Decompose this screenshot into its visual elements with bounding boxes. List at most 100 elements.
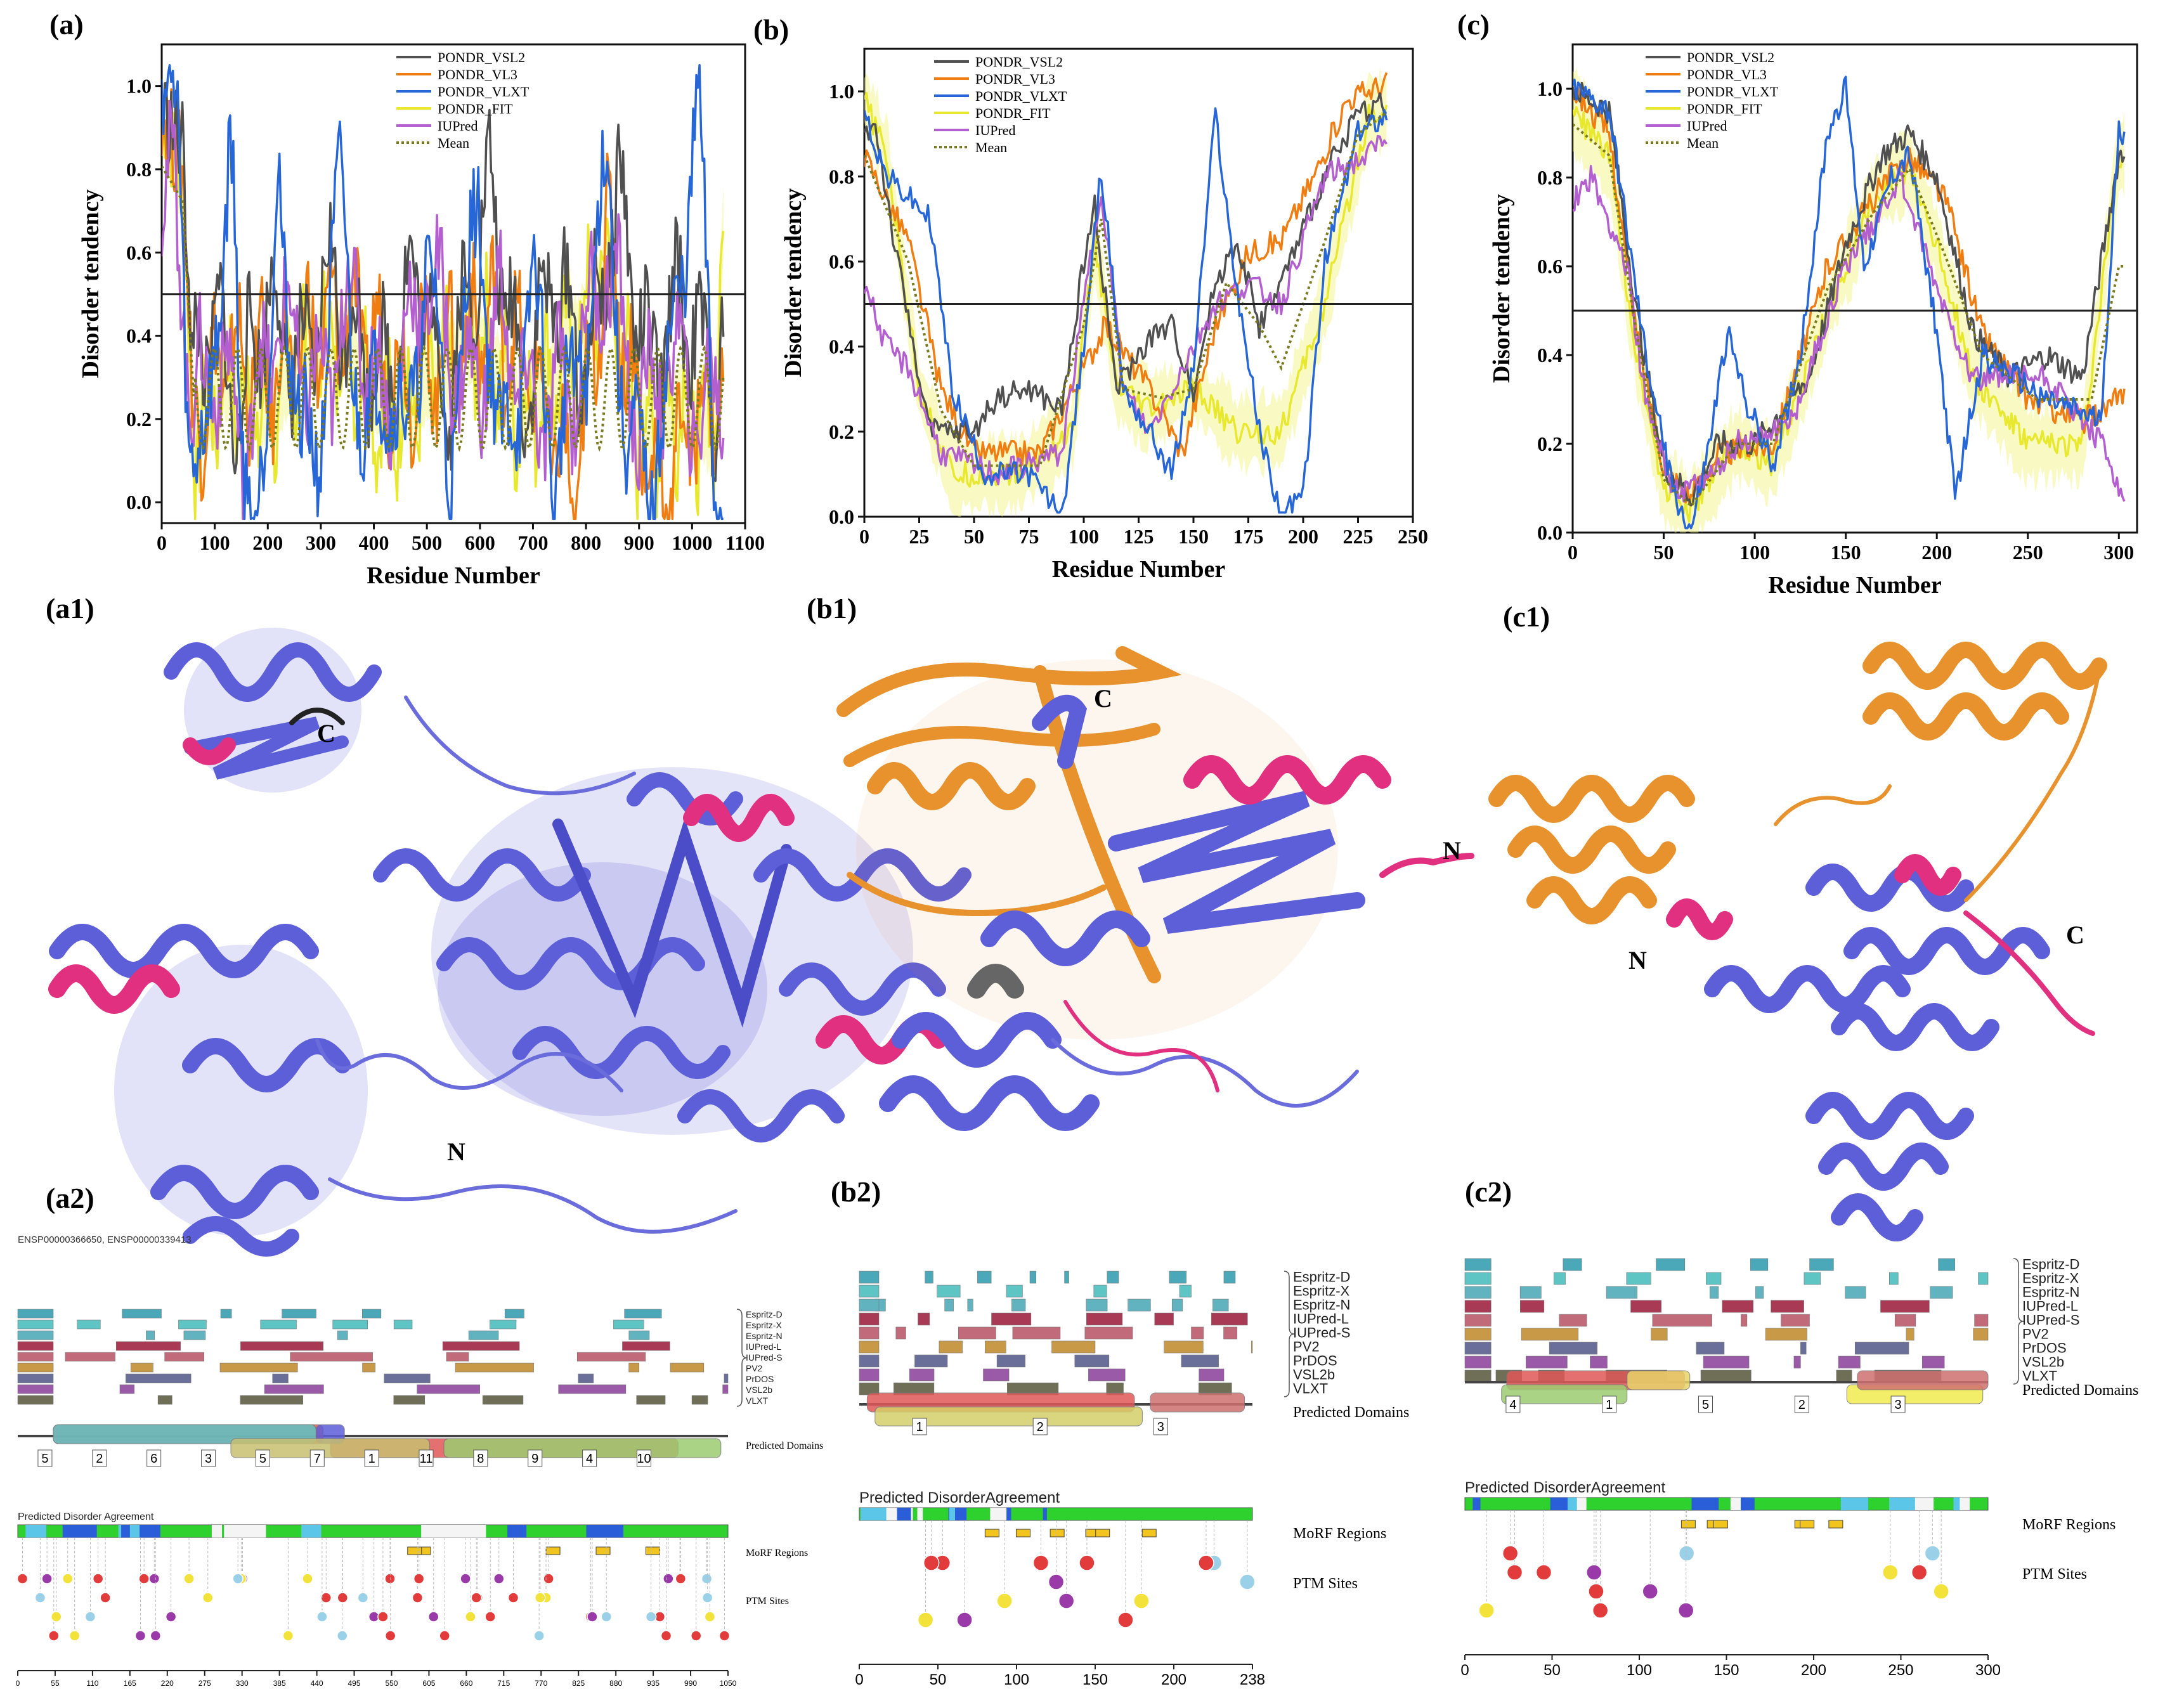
predictor-segment: [724, 1373, 729, 1383]
series-vlxt: [864, 107, 1388, 514]
domain-number-box: [364, 1449, 379, 1467]
y-axis-title: Disorder tendency: [77, 190, 104, 379]
predictor-segment: [628, 1330, 650, 1340]
ptm-site-marker: [718, 1630, 731, 1641]
ptm-site-marker: [377, 1611, 389, 1622]
x-tick-label: 100: [200, 531, 230, 554]
x-tick-label: 200: [1288, 525, 1318, 548]
label-predicted-domains: Predicted Domains: [2022, 1382, 2138, 1399]
predictor-segment: [1606, 1286, 1637, 1299]
plot-area: [864, 67, 1388, 517]
morf-marker: [1800, 1520, 1815, 1529]
ptm-site-marker: [1032, 1555, 1050, 1571]
panel-label-c: (c): [1457, 8, 1490, 41]
domain-number-box: [912, 1418, 927, 1435]
predictor-label: IUPred-S: [1293, 1325, 1350, 1341]
predictor-segment: [337, 1330, 348, 1340]
predictor-segment: [1938, 1258, 1955, 1271]
predictor-segment: [178, 1319, 207, 1330]
predictor-segment: [859, 1271, 880, 1284]
agreement-segment: [1043, 1508, 1047, 1520]
predictor-segment: [1651, 1328, 1668, 1341]
predictor-segment: [722, 1384, 729, 1394]
agreement-segment: [1691, 1498, 1719, 1510]
predictor-segment: [468, 1330, 499, 1340]
predictor-segment: [1154, 1312, 1174, 1326]
predictor-label: IUPred-S: [2022, 1312, 2079, 1328]
y-tick-label: 0.0: [1537, 521, 1563, 544]
plot-area: [1573, 67, 2126, 533]
label-ptm-sites: PTM Sites: [1293, 1576, 1358, 1592]
predictor-segment: [622, 1341, 670, 1351]
residue-axis-label: 440: [311, 1679, 323, 1688]
predictor-segment: [1906, 1328, 1914, 1341]
predictor-segment: [1064, 1271, 1069, 1284]
domain-number: 3: [1157, 1420, 1164, 1434]
ptm-site-marker: [62, 1573, 74, 1584]
ptm-site-marker: [1535, 1564, 1552, 1581]
ptm-site-marker: [337, 1592, 349, 1603]
predictor-segment: [1179, 1285, 1192, 1298]
panel-label-a: (a): [49, 8, 84, 41]
ptm-site-marker: [1079, 1555, 1095, 1571]
panel-label-a1: (a1): [46, 592, 94, 625]
predictor-segment: [1652, 1314, 1712, 1327]
fit-error-band: [162, 75, 724, 482]
morf-marker: [645, 1546, 660, 1555]
predictor-label: Espritz-D: [2022, 1257, 2079, 1272]
x-tick-label: 250: [2013, 541, 2043, 564]
predictor-segment: [264, 1384, 324, 1394]
predictor-segment: [1181, 1354, 1219, 1368]
agreement-segment: [1564, 1498, 1577, 1510]
predictor-segment: [1128, 1298, 1151, 1312]
y-tick-label: 0.8: [829, 165, 854, 188]
y-axis-title: Disorder tendency: [780, 188, 807, 377]
residue-axis-label: 990: [684, 1679, 697, 1688]
panel-label-b2: (b2): [831, 1175, 881, 1208]
predictor-segment: [914, 1354, 948, 1368]
predictor-brace: [2013, 1258, 2024, 1385]
predictor-segment: [925, 1271, 933, 1284]
domain-number-box: [419, 1449, 434, 1467]
domain-number: 7: [314, 1452, 321, 1466]
predictor-segment: [1093, 1285, 1107, 1298]
x-tick-label: 300: [306, 531, 336, 554]
label-disorder-agreement: Predicted Disorder Agreement: [18, 1512, 154, 1522]
ptm-site-marker: [68, 1630, 81, 1641]
predictor-segment: [977, 1271, 992, 1284]
domain-number: 2: [1037, 1420, 1044, 1434]
label-morf-regions: MoRF Regions: [2022, 1517, 2116, 1533]
ptm-site-marker: [1588, 1583, 1604, 1600]
x-tick-label: 250: [1398, 525, 1428, 548]
predictor-segment: [1838, 1356, 1861, 1369]
ptm-site-marker: [202, 1592, 214, 1603]
predictor-segment: [17, 1395, 54, 1405]
ptm-site-marker: [165, 1611, 177, 1622]
b1-n-terminus-label: N: [1443, 836, 1461, 865]
agreement-segment: [917, 1508, 923, 1520]
label-morf-regions: MoRF Regions: [1293, 1525, 1386, 1542]
ptm-site-marker: [704, 1611, 716, 1622]
ptm-site-marker: [493, 1573, 505, 1584]
agreement-segment: [421, 1525, 457, 1537]
predictor-segment: [332, 1319, 368, 1330]
domain-number: 11: [420, 1452, 433, 1466]
predictor-segment: [1800, 1342, 1807, 1355]
ptm-site-marker: [92, 1573, 104, 1584]
y-tick-label: 0.2: [126, 408, 152, 430]
predictor-segment: [1199, 1368, 1225, 1382]
domain-number: 6: [150, 1452, 157, 1466]
predictor-segment: [455, 1363, 534, 1373]
y-tick-label: 0.6: [126, 241, 152, 264]
predictor-segment: [991, 1312, 1032, 1326]
a1-n-terminus-label: N: [447, 1137, 465, 1166]
legend-label-vlxt: PONDR_VLXT: [1687, 84, 1779, 100]
ptm-site-marker: [1677, 1602, 1694, 1619]
predictor-segment: [417, 1384, 480, 1394]
legend-label-vlxt: PONDR_VLXT: [975, 88, 1067, 104]
residue-axis-label: 1050: [720, 1679, 737, 1688]
predictor-segment: [272, 1373, 289, 1383]
predictor-segment: [576, 1352, 646, 1362]
predictor-segment: [17, 1309, 54, 1319]
domain-number: 5: [259, 1452, 266, 1466]
